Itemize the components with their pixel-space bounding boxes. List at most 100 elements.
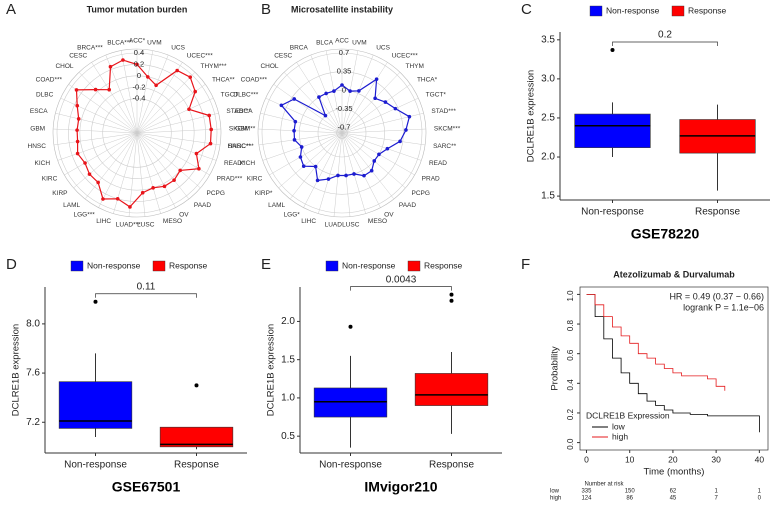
legend-swatch [325, 260, 339, 272]
radar-point [135, 62, 139, 67]
radar-category-label: CHOL [260, 63, 278, 70]
risk-count: 335 [581, 489, 592, 495]
legend-label: Response [688, 5, 727, 15]
radial-tick-label: -0.2 [133, 82, 146, 91]
radar-category-label: SKCM*** [434, 125, 461, 132]
radar-category-label: HNSC [28, 143, 47, 150]
radar-spoke [60, 97, 138, 134]
radar-category-label: KIRC [247, 176, 263, 183]
radar-spoke [260, 112, 343, 134]
panel-letter: F [521, 256, 530, 273]
radar-spoke [341, 72, 401, 134]
radar-category-label: THCA* [417, 76, 438, 83]
radar-point [336, 173, 340, 178]
radar-spoke [136, 62, 183, 134]
survival-curve [586, 294, 760, 433]
radar-category-label: KICH [35, 160, 51, 167]
radar-point [93, 87, 98, 92]
radar-category-label: STAD*** [226, 108, 251, 115]
panel-title: Microsatellite instability [291, 4, 393, 14]
y-tick-label: 0.2 [566, 408, 575, 420]
radar-point [87, 172, 92, 176]
radar-category-label: LAML [268, 202, 285, 209]
radar-line [280, 78, 411, 182]
y-axis-label: Probability [550, 346, 561, 391]
radar-point [193, 89, 197, 94]
p-value: 0.0043 [386, 274, 417, 285]
legend-label: Non-response [606, 5, 660, 15]
radar-category-label: BLCA [316, 39, 334, 46]
radar-point [301, 164, 306, 168]
radar-point [383, 100, 388, 104]
radar-spoke [136, 132, 190, 200]
radar-point [323, 113, 328, 118]
radar-point [188, 75, 193, 79]
risk-count: 1 [714, 489, 718, 495]
outlier [610, 47, 615, 52]
radar-category-label: DLBC [36, 92, 54, 99]
y-tick-label: 1.5 [281, 354, 295, 365]
radar-spoke [341, 128, 426, 134]
radar-category-label: PAAD [399, 202, 417, 209]
y-tick-label: 3.5 [541, 34, 555, 45]
radar-point [74, 88, 79, 92]
radar-category-label: BRCA [290, 44, 309, 51]
plot-frame [579, 286, 769, 451]
radar-category-label: ACC [335, 38, 349, 45]
radar-category-label: OV [179, 211, 189, 218]
radar-category-label: ESCA [235, 108, 253, 115]
radar-category-label: CESC [274, 52, 292, 59]
radar-spoke [341, 132, 422, 161]
y-tick-label: 7.6 [26, 368, 40, 379]
risk-count: 62 [670, 489, 677, 495]
x-tick-label: 10 [625, 454, 635, 464]
p-value: 0.2 [658, 30, 672, 41]
radar-point [369, 168, 374, 173]
outlier [194, 383, 199, 388]
x-tick-label: Non-response [319, 460, 382, 471]
radar-point [128, 205, 132, 209]
radar-point [393, 106, 398, 111]
radar-category-label: THCA** [212, 76, 235, 83]
legend-swatch [152, 260, 166, 272]
radar-category-label: ESCA [30, 108, 48, 115]
radar-point [76, 117, 81, 121]
radar-spoke [136, 112, 219, 134]
radar-point [332, 89, 336, 93]
y-tick-label: 1.0 [281, 393, 295, 404]
y-tick-label: 1.0 [566, 290, 575, 302]
y-tick-label: 0.4 [566, 379, 575, 391]
x-axis-label: Time (months) [644, 467, 705, 478]
radar-category-label: BLCA*** [107, 39, 132, 46]
panel-letter: C [521, 1, 532, 18]
radar-spoke [278, 132, 343, 189]
risk-count: 124 [581, 496, 592, 502]
radar-point [398, 139, 402, 144]
radar-spoke [258, 132, 343, 146]
radar-spoke [84, 132, 138, 200]
radar-point [75, 151, 80, 156]
risk-table-title: Number at risk [584, 482, 624, 488]
y-tick-label: 1.5 [541, 191, 555, 202]
y-tick-label: 2.0 [281, 316, 295, 327]
outlier [93, 299, 98, 304]
y-axis-label: DCLRE1B expression [266, 324, 277, 416]
radar-point [377, 152, 381, 157]
radar-point [293, 119, 298, 124]
radar-spoke [98, 132, 138, 208]
y-tick-label: 0.5 [281, 431, 295, 442]
radar-point [172, 178, 176, 182]
radar-spoke [136, 132, 161, 214]
radar-spoke [136, 72, 196, 134]
x-tick-label: Response [174, 460, 219, 471]
radar-point [96, 180, 100, 185]
radar-category-label: THYM*** [200, 63, 226, 70]
radar-point [75, 103, 80, 108]
radar-spoke [341, 132, 426, 146]
y-tick-label: 0.8 [566, 319, 575, 331]
radar-spoke [303, 132, 343, 208]
radar-category-label: GBM [30, 125, 45, 132]
radar-category-label: READ [429, 160, 447, 167]
radar-spoke [265, 97, 343, 134]
box [313, 387, 388, 418]
